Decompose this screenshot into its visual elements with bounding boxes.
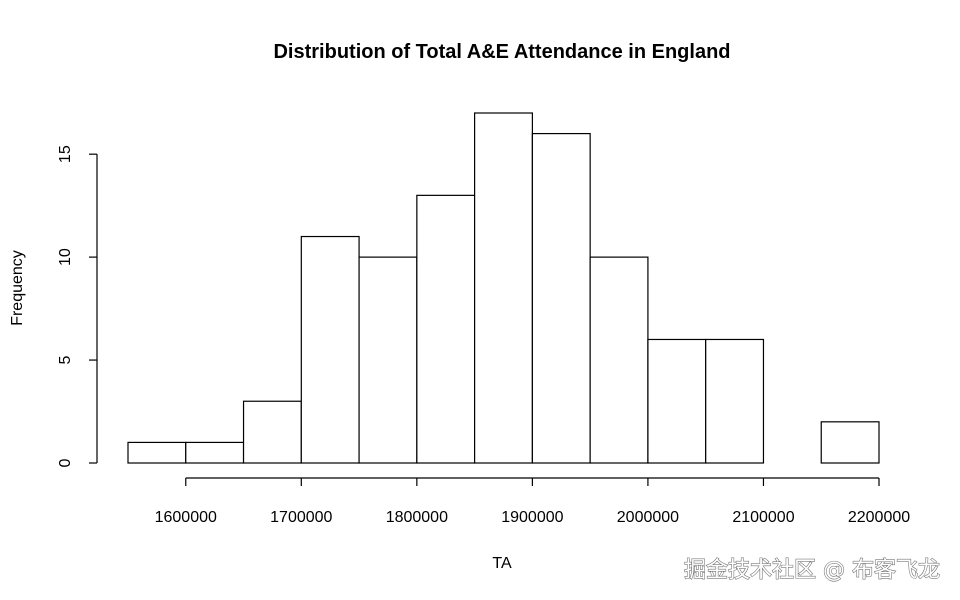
- chart-title: Distribution of Total A&E Attendance in …: [273, 41, 730, 63]
- y-axis: 0 5 10 15: [57, 145, 98, 467]
- y-axis-label: Frequency: [9, 250, 26, 326]
- x-tick-label: 1900000: [501, 509, 563, 526]
- x-tick-label: 2100000: [732, 509, 794, 526]
- histogram-bar: [127, 441, 187, 464]
- y-tick-label: 5: [57, 356, 74, 365]
- x-tick-label: 1600000: [155, 509, 217, 526]
- y-tick-label: 0: [57, 458, 74, 467]
- x-tick-label: 2200000: [848, 509, 910, 526]
- histogram-bar: [416, 194, 476, 464]
- bars-group: [127, 112, 880, 464]
- y-tick-label: 10: [57, 248, 74, 266]
- x-axis-label: TA: [492, 555, 512, 572]
- x-tick-label: 1800000: [386, 509, 448, 526]
- histogram-bar: [474, 112, 533, 464]
- histogram-bar: [647, 338, 707, 464]
- histogram-bar: [820, 421, 880, 464]
- histogram-bar: [242, 400, 302, 464]
- histogram-bar: [589, 256, 649, 464]
- histogram-bar: [185, 441, 245, 464]
- y-tick-label: 15: [57, 145, 74, 163]
- histogram-bar: [358, 256, 418, 464]
- x-axis: 1600000 1700000 1800000 1900000 2000000 21000…: [155, 477, 910, 526]
- histogram-bar: [531, 132, 591, 464]
- x-tick-label: 2000000: [617, 509, 679, 526]
- histogram-bar: [705, 338, 765, 464]
- x-tick-label: 1700000: [270, 509, 332, 526]
- watermark-text: 掘金技术社区 @ 布客飞龙: [684, 558, 940, 583]
- histogram-bar: [300, 235, 360, 464]
